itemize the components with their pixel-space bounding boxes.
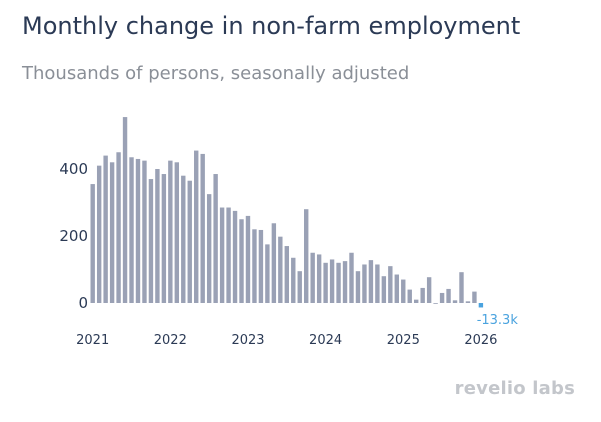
bar-2023-05: [271, 223, 277, 303]
bar-2025-01: [401, 279, 406, 303]
bar-2022-02: [174, 162, 180, 303]
bar-2025-10: [459, 272, 464, 303]
x-tick-label-2026: 2026: [464, 333, 497, 348]
bar-2025-04: [420, 287, 425, 303]
bar-2023-04: [265, 244, 270, 304]
bar-2022-09: [219, 207, 225, 303]
bar-2022-06: [200, 153, 205, 303]
x-tick-label-2022: 2022: [154, 333, 187, 348]
bar-2024-07: [362, 264, 367, 303]
bar-2021-03: [103, 155, 108, 303]
bar-2022-11: [232, 210, 238, 304]
bar-2023-12: [316, 254, 322, 303]
bar-2023-10: [304, 209, 309, 303]
x-tick-label-2023: 2023: [231, 333, 264, 348]
bar-2022-08: [213, 174, 218, 303]
bar-2024-11: [388, 266, 393, 303]
bar-2023-02: [252, 229, 257, 303]
bar-2022-01: [168, 160, 173, 304]
bar-2023-07: [284, 246, 289, 303]
bar-highlight-2026-01: [478, 303, 484, 308]
chart-title: Monthly change in non-farm employment: [22, 12, 521, 40]
bar-2021-12: [161, 174, 167, 303]
y-tick-label-200: 200: [59, 227, 88, 245]
bar-2023-01: [245, 215, 251, 303]
x-tick-label-2024: 2024: [309, 333, 342, 348]
y-tick-label-400: 400: [59, 160, 88, 178]
bar-2021-04: [109, 162, 115, 303]
bar-2025-05: [426, 277, 432, 303]
y-tick-label-0: 0: [78, 294, 88, 312]
bar-2021-07: [129, 157, 134, 303]
bar-2025-09: [452, 300, 458, 303]
bar-2024-06: [355, 271, 361, 303]
bar-2024-03: [336, 262, 341, 303]
bar-2025-03: [414, 299, 419, 303]
bar-2023-03: [258, 229, 264, 303]
bar-2025-07: [439, 292, 445, 303]
bar-2025-12: [472, 291, 477, 303]
bar-2023-11: [310, 252, 315, 303]
bar-2022-12: [239, 219, 244, 303]
bar-2022-10: [226, 207, 231, 303]
bar-2025-02: [407, 289, 412, 303]
bar-2025-11: [465, 301, 471, 303]
bar-2021-02: [96, 165, 102, 303]
bar-2021-01: [90, 184, 95, 303]
revelio-labs-logo: revelio labs: [454, 378, 575, 399]
bar-2024-09: [375, 264, 380, 303]
bar-2022-04: [187, 180, 192, 303]
data-label-latest: -13.3k: [477, 313, 519, 328]
x-tick-label-2021: 2021: [76, 333, 109, 348]
bar-2024-01: [323, 262, 328, 303]
bar-2021-09: [142, 160, 147, 304]
bar-2021-06: [122, 117, 128, 303]
bar-2024-10: [381, 276, 387, 303]
x-tick-label-2025: 2025: [387, 333, 420, 348]
bar-2021-08: [135, 158, 141, 303]
bar-2022-05: [194, 150, 199, 303]
bar-2023-09: [297, 271, 302, 303]
bar-2024-08: [368, 260, 374, 303]
bar-2024-12: [394, 274, 399, 303]
bar-2021-10: [148, 179, 154, 303]
chart-subtitle: Thousands of persons, seasonally adjuste…: [22, 63, 410, 84]
bar-2021-11: [155, 169, 160, 303]
bar-2024-05: [349, 252, 354, 303]
bar-2023-08: [291, 257, 296, 303]
bar-2025-06: [433, 303, 438, 304]
bar-2024-04: [342, 261, 348, 304]
bar-2025-08: [446, 288, 451, 303]
bar-2021-05: [116, 152, 121, 303]
bar-2024-02: [329, 259, 335, 303]
bar-2022-03: [181, 175, 186, 303]
bar-2022-07: [206, 194, 212, 304]
bar-2023-06: [278, 236, 283, 303]
